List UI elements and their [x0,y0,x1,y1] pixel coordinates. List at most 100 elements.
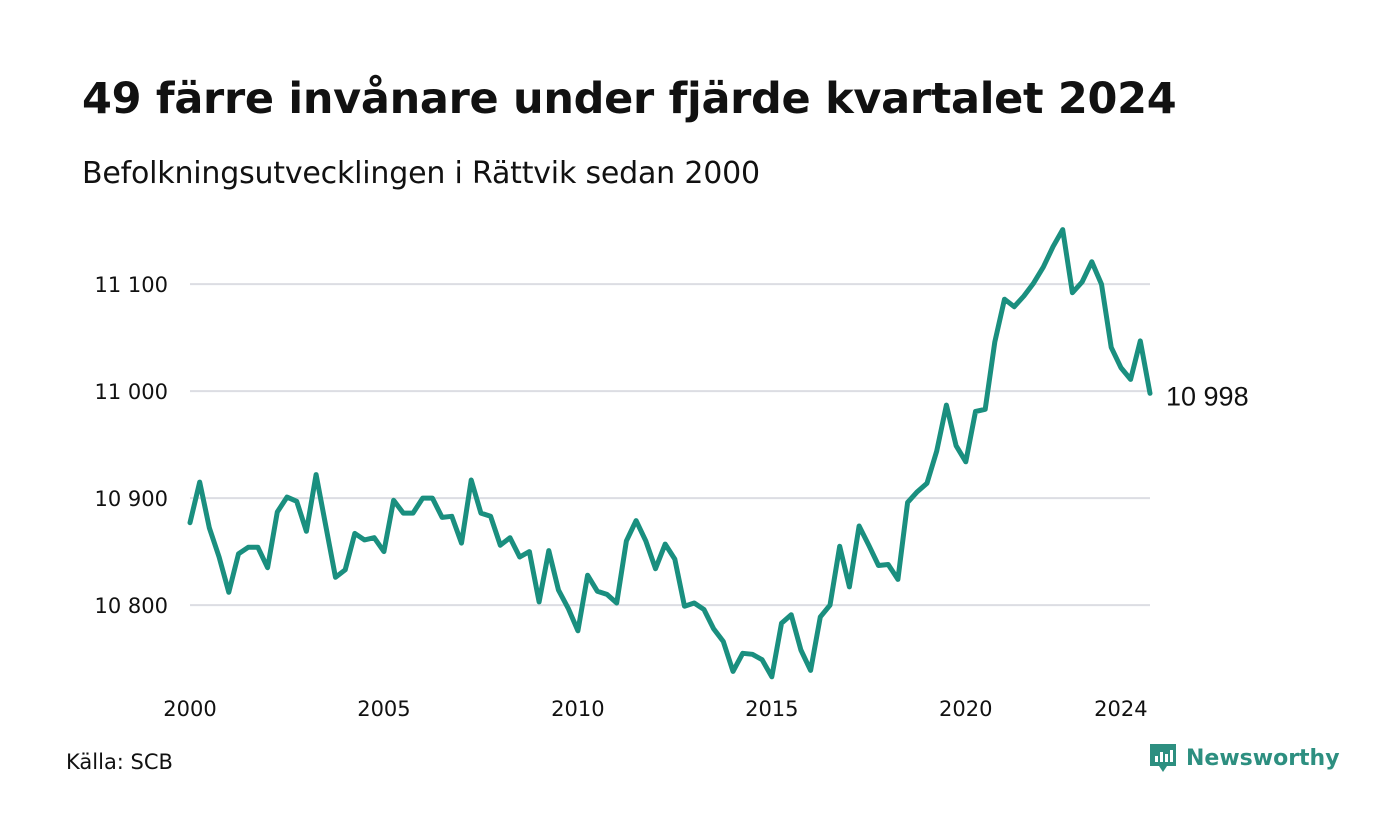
y-tick-label: 10 800 [95,594,168,618]
brand-logo[interactable]: Newsworthy [1148,742,1340,774]
data-point [372,535,377,540]
data-point [391,498,396,503]
data-point [498,543,503,548]
data-points [188,227,1153,679]
data-point [643,538,648,543]
data-point [886,562,891,567]
data-point [653,566,658,571]
data-point [420,496,425,501]
data-point [1041,265,1046,270]
data-point [624,538,629,543]
data-point [750,652,755,657]
data-point [915,489,920,494]
data-point [847,584,852,589]
data-point [963,459,968,464]
data-point [895,577,900,582]
source-note: Källa: SCB [66,750,173,774]
data-point [546,548,551,553]
line-chart: 10 800 10 900 11 000 11 100 2000 2005 2010 201… [95,227,1249,721]
data-point [1099,282,1104,287]
data-point [459,541,464,546]
data-point [314,472,319,477]
y-tick-label: 11 100 [95,273,168,297]
y-tick-label: 10 900 [95,487,168,511]
data-point [566,606,571,611]
data-point [1070,290,1075,295]
data-point [740,651,745,656]
data-point [188,520,193,525]
series-line [187,227,1153,680]
data-point [992,340,997,345]
data-point [352,531,357,536]
x-tick-label: 2005 [357,697,410,721]
data-point [857,524,862,529]
data-point [197,480,202,485]
data-point [837,544,842,549]
data-point [294,499,299,504]
data-point [731,669,736,674]
data-point [478,511,483,516]
data-point [1002,297,1007,302]
x-tick-label: 2010 [551,697,604,721]
data-point [527,549,532,554]
data-point [411,511,416,516]
chart-title: 49 färre invånare under fjärde kvartalet… [82,74,1177,124]
data-point [1080,280,1085,285]
data-point [721,639,726,644]
data-point [934,449,939,454]
data-point [983,407,988,412]
chart-subtitle: Befolkningsutvecklingen i Rättvik sedan … [82,156,760,191]
data-point [944,403,949,408]
data-point [692,601,697,606]
data-point [246,545,251,550]
data-point [711,626,716,631]
data-point [1128,377,1133,382]
data-point [517,555,522,560]
data-point [275,510,280,515]
brand-name: Newsworthy [1186,745,1340,771]
data-point [866,543,871,548]
data-point [828,603,833,608]
data-point [285,495,290,500]
data-point [701,607,706,612]
data-point [304,529,309,534]
data-point [226,590,231,595]
data-point [876,563,881,568]
data-point [449,514,454,519]
data-point [634,518,639,523]
data-point [508,535,513,540]
data-point [265,565,270,570]
data-point [1089,259,1094,264]
data-point [488,514,493,519]
data-point [255,545,260,550]
data-point [779,621,784,626]
data-point [1109,345,1114,350]
data-point [323,524,328,529]
data-point [236,551,241,556]
data-point [905,500,910,505]
data-point [595,589,600,594]
data-point [1148,391,1153,396]
data-point [1051,244,1056,249]
data-point [1021,294,1026,299]
x-tick-label: 2015 [745,697,798,721]
data-point [1060,227,1065,232]
data-point [1138,338,1143,343]
y-axis-tick-labels: 10 800 10 900 11 000 11 100 [95,273,168,618]
data-point [808,668,813,673]
data-point [789,612,794,617]
data-point [605,592,610,597]
data-point [1012,304,1017,309]
data-point [973,409,978,414]
data-point [207,526,212,531]
data-point [798,648,803,653]
data-point [556,588,561,593]
data-point [217,555,222,560]
data-point [430,496,435,501]
end-value-label: 10 998 [1166,381,1249,411]
data-point [575,628,580,633]
data-point [362,537,367,542]
data-point [469,478,474,483]
x-tick-label: 2024 [1094,697,1147,721]
series-layer [187,227,1153,680]
